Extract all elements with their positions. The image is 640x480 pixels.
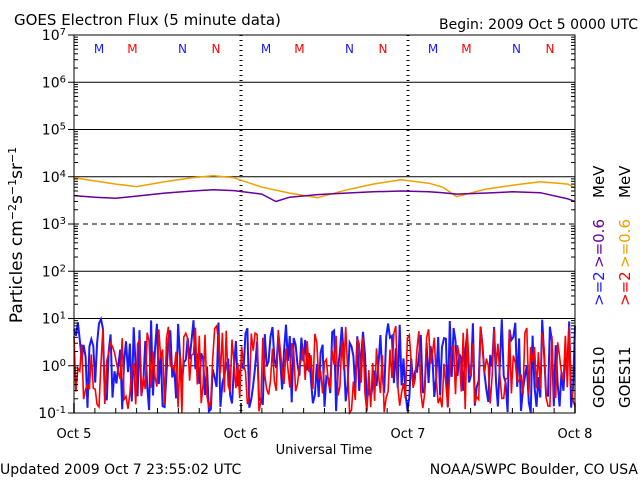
mode-marker-m: M — [261, 42, 271, 56]
legend-goes11-unit: MeV — [616, 165, 634, 198]
mode-marker-n: N — [345, 42, 354, 56]
series-goes11-0-6-mev — [73, 174, 576, 199]
y-axis-label: Particles cm−2s−1sr−1 — [6, 147, 28, 323]
mode-marker-n: N — [545, 42, 554, 56]
legend-goes11: GOES11 >=2 >=0.6 MeV — [616, 165, 634, 408]
y-tick-label-1e6: 106 — [42, 74, 66, 92]
x-tick-label-2: Oct 7 — [391, 427, 426, 442]
legend-goes10-unit: MeV — [590, 165, 608, 198]
begin-time: Begin: 2009 Oct 5 0000 UTC — [439, 17, 638, 33]
source-credit: NOAA/SWPC Boulder, CO USA — [430, 462, 639, 478]
y-tick-label-1e2: 102 — [42, 263, 66, 281]
mode-marker-m: M — [428, 42, 438, 56]
legend-goes10-low: >=0.6 — [590, 219, 608, 268]
mode-marker-m: M — [127, 42, 137, 56]
mode-marker-n: N — [378, 42, 387, 56]
y-tick-label-1e3: 103 — [42, 216, 66, 234]
y-tick-label-1e7: 107 — [42, 27, 66, 45]
series-goes10-0-6-mev — [73, 189, 576, 203]
mode-marker-m: M — [461, 42, 471, 56]
y-tick-label-1e4: 104 — [42, 168, 66, 186]
series-layer — [73, 174, 576, 416]
y-tick-label-1e5: 105 — [42, 121, 66, 139]
y-tick-label-1e-1: 10-1 — [38, 405, 66, 423]
series-goes11-2-mev — [73, 324, 576, 416]
mode-marker-n: N — [211, 42, 220, 56]
y-tick-label-1e0: 100 — [42, 357, 66, 375]
legend-goes11-low: >=0.6 — [616, 219, 634, 268]
mode-marker-n: N — [178, 42, 187, 56]
legend-goes11-high: >=2 — [616, 271, 634, 306]
chart-title: GOES Electron Flux (5 minute data) — [14, 11, 281, 29]
mode-marker-m: M — [294, 42, 304, 56]
legend-goes10-satellite: GOES10 — [590, 346, 608, 408]
legend-goes10-high: >=2 — [590, 271, 608, 306]
x-tick-label-0: Oct 5 — [57, 427, 92, 442]
axis-layer: 10-1 100 101 102 103 104 105 106 107 Oct 5 Oct 6 Oc… — [38, 27, 592, 443]
mode-marker-m: M — [94, 42, 104, 56]
updated-time: Updated 2009 Oct 7 23:55:02 UTC — [0, 462, 241, 478]
legend-goes11-satellite: GOES11 — [616, 346, 634, 408]
mode-marker-n: N — [512, 42, 521, 56]
x-tick-label-1: Oct 6 — [224, 427, 259, 442]
x-axis-label: Universal Time — [276, 443, 373, 458]
y-tick-label-1e1: 101 — [42, 310, 66, 328]
x-tick-label-3: Oct 8 — [558, 427, 593, 442]
legend-goes10: GOES10 >=2 >=0.6 MeV — [590, 165, 608, 408]
